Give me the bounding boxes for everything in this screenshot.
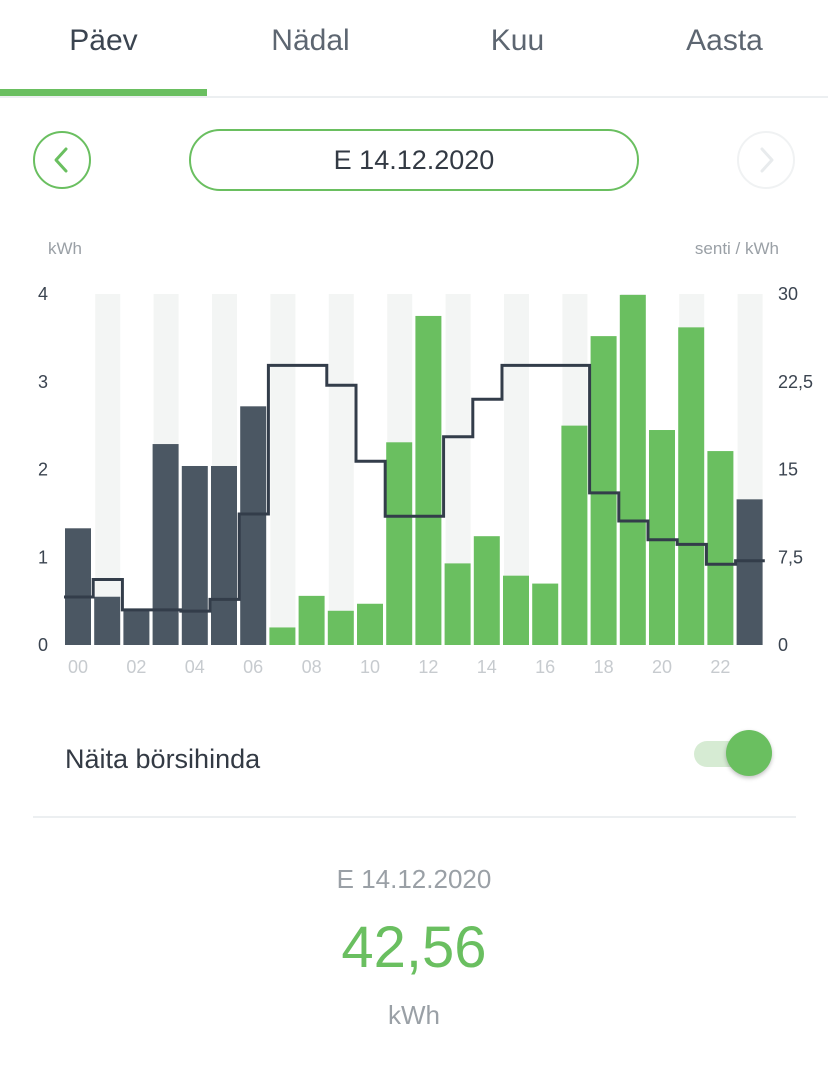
y2-tick-label: 0 [778, 635, 788, 655]
consumption-bar-19[interactable] [619, 294, 646, 645]
consumption-bar-02[interactable] [123, 609, 150, 645]
y2-tick-label: 7,5 [778, 547, 803, 567]
x-tick-label: 12 [418, 657, 438, 677]
toggle-knob[interactable] [726, 730, 772, 776]
consumption-bar-05[interactable] [211, 465, 237, 645]
consumption-bar-00[interactable] [65, 528, 91, 645]
show-exchange-price-label: Näita börsihinda [65, 744, 261, 774]
consumption-bar-08[interactable] [298, 595, 325, 645]
x-tick-label: 02 [126, 657, 146, 677]
consumption-bar-14[interactable] [473, 536, 500, 645]
x-tick-label: 10 [360, 657, 380, 677]
consumption-bar-23[interactable] [736, 499, 763, 645]
tab-month[interactable]: Kuu [490, 24, 545, 57]
consumption-bar-06[interactable] [240, 406, 267, 645]
hour-stripe [270, 294, 296, 645]
consumption-bar-11[interactable] [386, 442, 413, 645]
consumption-bar-04[interactable] [181, 465, 208, 645]
y-tick-label: 1 [38, 547, 48, 567]
consumption-bar-17[interactable] [561, 425, 588, 645]
summary-date: E 14.12.2020 [336, 864, 492, 894]
y2-tick-label: 22,5 [778, 372, 813, 392]
active-tab-indicator [0, 89, 207, 96]
hour-stripe [328, 294, 354, 645]
right-axis-unit: senti / kWh [695, 239, 779, 258]
consumption-bar-12[interactable] [415, 315, 442, 645]
y2-tick-label: 30 [778, 284, 798, 304]
total-consumption-unit: kWh [388, 1000, 440, 1030]
consumption-bar-09[interactable] [327, 610, 354, 645]
x-tick-label: 16 [535, 657, 555, 677]
tab-year[interactable]: Aasta [686, 24, 763, 57]
hour-stripe [95, 294, 121, 645]
date-selector[interactable]: E 14.12.2020 [189, 129, 639, 191]
x-tick-label: 14 [477, 657, 497, 677]
x-tick-label: 04 [185, 657, 205, 677]
chevron-right-icon [760, 147, 774, 173]
x-tick-label: 06 [243, 657, 263, 677]
total-consumption-value: 42,56 [341, 915, 487, 980]
consumption-bar-15[interactable] [503, 575, 529, 645]
y-tick-label: 3 [38, 372, 48, 392]
show-exchange-price-row: Näita börsihinda [33, 724, 796, 794]
x-tick-label: 18 [594, 657, 614, 677]
y-tick-label: 0 [38, 635, 48, 655]
section-divider [33, 816, 796, 818]
tab-week[interactable]: Nädal [271, 24, 350, 57]
consumption-bar-16[interactable] [532, 583, 559, 645]
next-day-button[interactable] [737, 131, 795, 189]
x-tick-label: 22 [710, 657, 730, 677]
x-tick-label: 08 [302, 657, 322, 677]
tab-day[interactable]: Päev [69, 24, 138, 57]
chevron-left-icon [54, 147, 68, 173]
x-tick-label: 00 [68, 657, 88, 677]
period-tabs: Päev Nädal Kuu Aasta [0, 0, 828, 98]
y2-tick-label: 15 [778, 460, 798, 480]
left-axis-unit: kWh [48, 239, 82, 258]
consumption-bar-01[interactable] [94, 596, 121, 645]
consumption-bar-13[interactable] [444, 563, 471, 645]
consumption-bar-07[interactable] [269, 627, 296, 645]
consumption-bar-18[interactable] [590, 336, 617, 645]
previous-day-button[interactable] [33, 131, 91, 189]
consumption-bar-22[interactable] [707, 451, 734, 645]
consumption-bar-03[interactable] [152, 444, 179, 645]
y-tick-label: 2 [38, 460, 48, 480]
exchange-price-line [64, 363, 765, 613]
x-tick-label: 20 [652, 657, 672, 677]
consumption-bar-10[interactable] [357, 603, 383, 645]
y-tick-label: 4 [38, 284, 48, 304]
consumption-bar-21[interactable] [678, 327, 705, 645]
consumption-bar-20[interactable] [649, 430, 675, 645]
